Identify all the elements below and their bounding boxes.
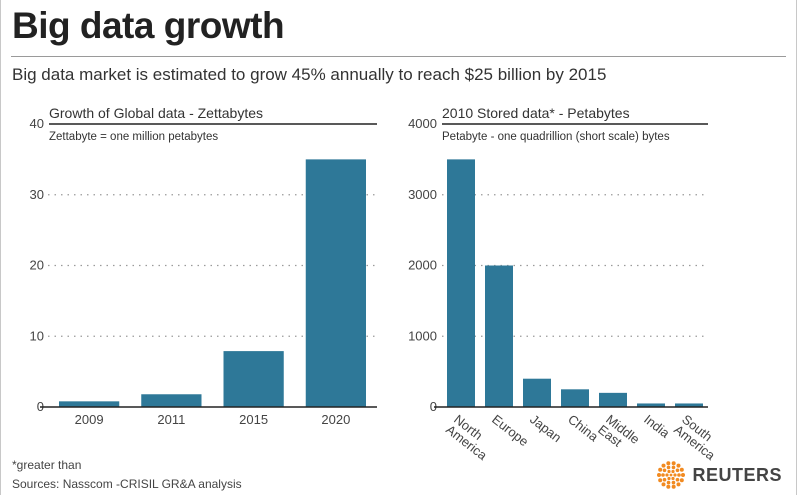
data-bar bbox=[599, 392, 627, 407]
y-tick-label: 3000 bbox=[408, 187, 437, 202]
data-bar bbox=[637, 403, 665, 407]
logo-dot bbox=[661, 473, 666, 477]
data-bar bbox=[141, 394, 202, 407]
logo-dot bbox=[667, 476, 672, 481]
logo-dot bbox=[680, 467, 685, 472]
sources-note: Sources: Nasscom -CRISIL GR&A analysis bbox=[12, 477, 242, 491]
logo-dot bbox=[658, 467, 663, 472]
logo-dot bbox=[667, 480, 671, 485]
panel-title: 2010 Stored data* - Petabytes bbox=[442, 105, 630, 121]
panel-note: Petabyte - one quadrillion (short scale)… bbox=[442, 131, 670, 143]
panel-title: Growth of Global data - Zettabytes bbox=[49, 105, 263, 121]
logo-dot bbox=[680, 478, 685, 483]
y-tick-label: 30 bbox=[30, 187, 44, 202]
logo-dot bbox=[672, 480, 676, 485]
y-tick-label: 2000 bbox=[408, 258, 437, 273]
y-tick-label: 0 bbox=[430, 399, 437, 414]
brand-name: REUTERS bbox=[692, 464, 782, 485]
logo-dot bbox=[662, 463, 667, 468]
logo-dot bbox=[676, 463, 681, 468]
logo-dot bbox=[666, 484, 671, 489]
category-label-group: India bbox=[641, 412, 673, 442]
data-bar bbox=[305, 159, 366, 407]
x-category-label: 2009 bbox=[75, 412, 104, 427]
data-bar bbox=[523, 378, 551, 407]
x-category-label: 2015 bbox=[239, 412, 268, 427]
data-bar bbox=[675, 403, 703, 407]
x-category-label: China bbox=[565, 412, 602, 445]
y-tick-label: 20 bbox=[30, 258, 44, 273]
data-bar bbox=[485, 265, 513, 407]
page-subtitle: Big data market is estimated to grow 45%… bbox=[12, 65, 607, 84]
logo-dot bbox=[670, 473, 673, 477]
logo-dot bbox=[673, 473, 678, 477]
page-title: Big data growth bbox=[12, 5, 285, 46]
logo-dot bbox=[665, 473, 670, 477]
category-label-group: Japan bbox=[527, 412, 564, 446]
logo-dot bbox=[676, 482, 681, 487]
panel-note: Zettabyte = one million petabytes bbox=[49, 131, 218, 143]
logo-dot bbox=[676, 468, 680, 473]
reuters-dots-icon bbox=[657, 461, 686, 489]
logo-dot bbox=[657, 473, 662, 477]
data-bar bbox=[561, 389, 589, 407]
logo-dot bbox=[658, 478, 663, 483]
y-tick-label: 4000 bbox=[408, 116, 437, 131]
data-bar bbox=[223, 351, 284, 407]
title-divider bbox=[11, 56, 786, 57]
logo-dot bbox=[667, 465, 671, 470]
logo-dot bbox=[666, 461, 671, 466]
x-category-label: 2011 bbox=[157, 412, 185, 427]
logo-dot bbox=[677, 473, 682, 477]
logo-dot bbox=[667, 469, 672, 474]
stored-data-chart: 2010 Stored data* - Petabytes Petabyte - … bbox=[408, 105, 718, 464]
logo-dot bbox=[676, 477, 680, 482]
x-category-label: India bbox=[641, 412, 673, 442]
x-category-label: 2020 bbox=[321, 412, 350, 427]
logo-dot bbox=[662, 482, 667, 487]
logo-dot bbox=[672, 465, 676, 470]
y-tick-label: 40 bbox=[30, 116, 44, 131]
x-category-label: Europe bbox=[489, 412, 531, 450]
logo-dot bbox=[681, 473, 686, 477]
logo-dot bbox=[672, 461, 677, 466]
global-data-chart: Growth of Global data - Zettabytes Zettab… bbox=[30, 105, 377, 427]
logo-dot bbox=[663, 468, 667, 473]
data-bar bbox=[447, 159, 475, 407]
data-bar bbox=[59, 401, 120, 407]
footnote: *greater than bbox=[12, 458, 82, 472]
category-label-group: China bbox=[565, 412, 602, 445]
y-tick-label: 10 bbox=[30, 328, 44, 343]
logo-dot bbox=[663, 477, 667, 482]
category-label-group: Europe bbox=[489, 412, 531, 450]
logo-dot bbox=[671, 469, 676, 474]
x-category-label: Japan bbox=[527, 412, 564, 446]
logo-dot bbox=[672, 484, 677, 489]
y-tick-label: 1000 bbox=[408, 328, 437, 343]
logo-dot bbox=[671, 476, 676, 481]
reuters-logo: REUTERS bbox=[656, 460, 782, 490]
